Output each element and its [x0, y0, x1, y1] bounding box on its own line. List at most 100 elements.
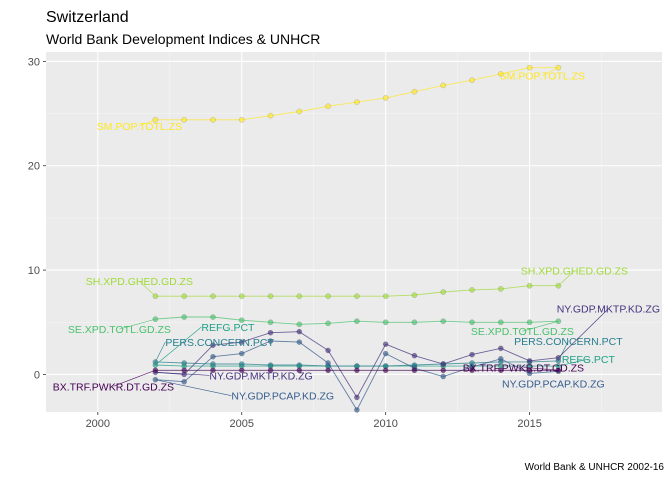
axis-ticks: 2000 2005 2010 2015 0 10 20 30 — [28, 56, 542, 430]
data-point — [238, 361, 245, 367]
chart-caption: World Bank & UNHCR 2002-16 — [525, 462, 665, 473]
series-sm-pop-totl-zs — [152, 64, 562, 123]
data-point — [526, 358, 533, 364]
y-tick-label: 0 — [34, 369, 40, 381]
data-point — [296, 339, 303, 345]
label-leader — [155, 341, 166, 363]
series-label-ny-gdp-pcap-kd-zg: NY.GDP.PCAP.KD.ZG — [231, 391, 334, 403]
data-point — [354, 99, 360, 105]
series-label-se-xpd-totl-gd-zs: SE.XPD.TOTL.GD.ZS — [471, 326, 574, 338]
data-point — [210, 293, 216, 299]
data-point — [555, 318, 562, 325]
x-tick-label: 2005 — [229, 418, 253, 430]
series-label-pers-concern-pct: PERS.CONCERN.PCT — [165, 337, 274, 349]
data-point — [181, 293, 187, 299]
data-point — [238, 367, 245, 374]
series-label-pers-concern-pct: PERS.CONCERN.PCT — [514, 336, 623, 348]
series-label-bx-trf-pwkr-dt-gd-zs: BX.TRF.PWKR.DT.GD.ZS — [463, 362, 584, 374]
data-point — [411, 352, 418, 359]
data-point — [526, 64, 533, 71]
data-point — [411, 292, 418, 298]
data-point — [181, 360, 187, 366]
label-leader — [155, 372, 210, 376]
data-point — [238, 317, 245, 323]
label-leader — [139, 280, 156, 297]
label-leader — [113, 369, 156, 387]
data-point — [325, 347, 331, 354]
series-label-ny-gdp-mktp-kd-zg: NY.GDP.MKTP.KD.ZG — [557, 304, 660, 316]
label-leader — [155, 326, 202, 366]
data-point — [296, 328, 303, 335]
data-point — [296, 321, 303, 328]
data-point — [354, 318, 360, 325]
data-point — [498, 355, 504, 362]
data-point — [210, 117, 216, 123]
data-point — [440, 367, 447, 374]
series-ny-gdp-mktp-kd-zg — [152, 328, 562, 401]
chart-subtitle: World Bank Development Indices & UNHCR — [46, 31, 320, 47]
data-point — [382, 350, 389, 357]
data-point — [382, 367, 389, 374]
data-point — [469, 367, 475, 374]
data-point — [411, 88, 418, 95]
data-point — [210, 367, 216, 374]
data-point — [210, 361, 216, 367]
series-label-ny-gdp-mktp-kd-zg: NY.GDP.MKTP.KD.ZG — [209, 370, 312, 382]
series-label-bx-trf-pwkr-dt-gd-zs: BX.TRF.PWKR.DT.GD.ZS — [53, 381, 174, 393]
x-tick-label: 2000 — [86, 418, 110, 430]
series-label-ny-gdp-pcap-kd-zg: NY.GDP.PCAP.KD.ZG — [502, 378, 605, 390]
data-point — [526, 282, 533, 289]
data-point — [296, 362, 303, 368]
data-point — [296, 108, 303, 115]
data-point — [267, 112, 274, 119]
series-label-se-xpd-totl-gd-zs: SE.XPD.TOTL.GD.ZS — [68, 324, 171, 336]
data-point — [267, 293, 274, 299]
data-point — [181, 117, 187, 123]
data-point — [267, 362, 274, 368]
label-leader — [119, 318, 156, 330]
data-point — [498, 319, 504, 326]
x-tick-label: 2015 — [517, 418, 541, 430]
data-point — [411, 367, 418, 374]
series-sh-xpd-ghed-gd-zs — [152, 282, 562, 299]
data-point — [325, 367, 331, 374]
data-point — [498, 71, 504, 77]
data-point — [238, 339, 245, 345]
data-point — [555, 64, 562, 71]
data-point — [354, 367, 360, 374]
data-point — [440, 289, 447, 295]
data-point — [210, 353, 216, 360]
label-leader — [542, 67, 559, 76]
data-point — [498, 345, 504, 352]
data-point — [469, 319, 475, 326]
data-point — [498, 286, 504, 292]
plot-panel — [46, 52, 662, 412]
data-point — [325, 360, 331, 366]
data-point — [296, 367, 303, 374]
series-label-sm-pop-totl-zs: SM.POP.TOTL.ZS — [97, 121, 182, 133]
series-label-refg-pct: REFG.PCT — [562, 354, 616, 366]
series-label-sm-pop-totl-zs: SM.POP.TOTL.ZS — [500, 71, 585, 83]
y-tick-label: 20 — [28, 161, 40, 173]
label-leader — [558, 358, 589, 367]
label-leader — [522, 320, 559, 332]
data-point — [469, 351, 475, 358]
data-point — [325, 320, 331, 327]
data-point — [411, 319, 418, 326]
data-point — [238, 293, 245, 299]
label-leader — [558, 270, 575, 286]
y-tick-label: 30 — [28, 56, 40, 68]
data-point — [382, 293, 389, 299]
data-point — [325, 103, 331, 110]
data-point — [325, 293, 331, 299]
data-point — [354, 394, 360, 401]
data-point — [267, 367, 274, 374]
series-se-xpd-totl-gd-zs — [152, 314, 562, 328]
data-point — [440, 361, 447, 367]
data-point — [238, 350, 245, 357]
x-tick-label: 2010 — [373, 418, 397, 430]
label-leader — [558, 340, 569, 362]
data-point — [469, 287, 475, 293]
chart-title: Switzerland — [46, 9, 129, 26]
